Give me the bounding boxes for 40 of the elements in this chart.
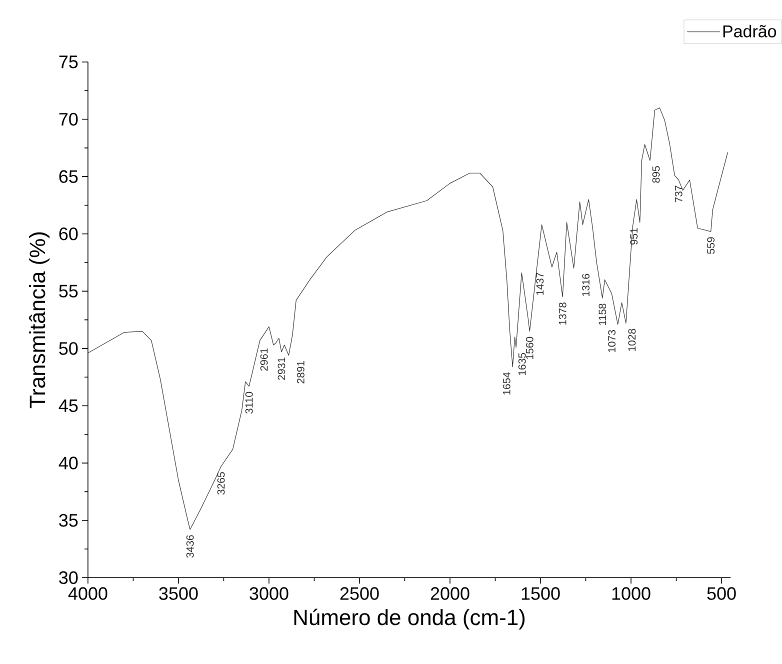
annotation: 2891 [296, 361, 304, 384]
x-tick-label: 2500 [340, 587, 379, 600]
x-tick-label: 3500 [159, 587, 198, 600]
y-tick-label: 60 [59, 228, 78, 240]
annotation: 1635 [518, 353, 526, 376]
annotation: 1437 [536, 273, 544, 296]
y-tick-label: 45 [58, 400, 78, 412]
annotation: 3110 [245, 392, 253, 414]
annotation: 3436 [186, 535, 194, 558]
y-tick-label: 35 [59, 514, 78, 527]
x-tick-label: 3000 [250, 587, 288, 600]
x-tick-label: 2000 [430, 587, 470, 600]
annotation: 2931 [278, 358, 286, 380]
annotation: 1158 [598, 304, 606, 326]
legend-label: Padrão [723, 25, 776, 38]
x-tick-label: 500 [707, 587, 736, 600]
y-tick-label: 40 [58, 456, 78, 470]
annotation: 895 [652, 166, 660, 183]
annotation: 1073 [608, 330, 616, 352]
y-tick-label: 65 [59, 170, 78, 184]
annotation: 737 [674, 186, 682, 202]
annotation: 1028 [628, 329, 636, 352]
y-tick-label: 75 [59, 56, 78, 68]
y-tick-label: 30 [59, 571, 78, 584]
y-tick-label: 55 [59, 285, 78, 298]
annotation: 951 [630, 228, 638, 245]
x-tick-label: 4000 [68, 587, 108, 600]
annotation: 1316 [582, 274, 590, 296]
y-tick-label: 70 [59, 113, 78, 126]
y-axis-title: Transmitância (%) [28, 232, 50, 408]
annotation: 559 [707, 237, 715, 254]
x-tick-label: 1500 [522, 587, 560, 600]
annotation: 1654 [502, 372, 510, 395]
annotation: 1560 [526, 337, 534, 360]
x-tick-label: 1000 [612, 587, 650, 600]
y-tick-label: 50 [59, 342, 78, 356]
x-axis-title: Número de onda (cm-1) [294, 608, 525, 630]
annotation: 3265 [217, 472, 225, 495]
annotation: 2961 [260, 348, 268, 371]
annotation: 1378 [558, 302, 566, 325]
